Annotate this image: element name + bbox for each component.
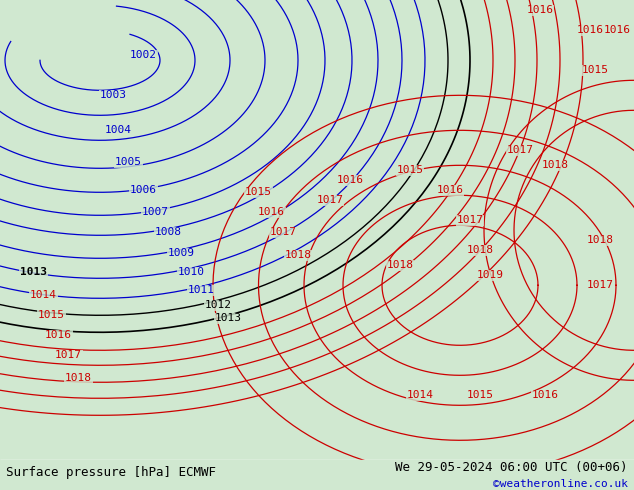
Text: 1017: 1017	[586, 280, 614, 290]
Text: 1003: 1003	[100, 90, 127, 100]
Text: 1017: 1017	[316, 196, 344, 205]
Text: 1015: 1015	[467, 391, 493, 400]
Text: 1009: 1009	[168, 248, 195, 258]
Text: 1018: 1018	[65, 373, 92, 383]
Text: 1016: 1016	[258, 207, 285, 217]
Text: 1016: 1016	[45, 330, 72, 340]
Text: 1016: 1016	[604, 25, 630, 35]
Text: 1010: 1010	[178, 268, 205, 277]
Text: 1015: 1015	[581, 65, 609, 75]
Text: 1018: 1018	[467, 245, 493, 255]
Text: 1018: 1018	[541, 160, 569, 171]
Text: 1013: 1013	[215, 313, 242, 323]
Text: 1018: 1018	[387, 260, 413, 270]
Text: 1004: 1004	[105, 125, 132, 135]
Text: We 29-05-2024 06:00 UTC (00+06): We 29-05-2024 06:00 UTC (00+06)	[395, 462, 628, 474]
Text: 1012: 1012	[205, 300, 232, 310]
Text: 1011: 1011	[188, 285, 215, 295]
Text: 1016: 1016	[531, 391, 559, 400]
Text: 1016: 1016	[526, 5, 553, 15]
Text: 1015: 1015	[396, 165, 424, 175]
Text: 1007: 1007	[142, 207, 169, 217]
Text: 1017: 1017	[270, 227, 297, 237]
Text: 1017: 1017	[507, 146, 533, 155]
Text: 1013: 1013	[20, 268, 47, 277]
Text: 1017: 1017	[55, 350, 82, 360]
Text: 1005: 1005	[115, 157, 142, 167]
Text: ©weatheronline.co.uk: ©weatheronline.co.uk	[493, 479, 628, 489]
Text: 1015: 1015	[38, 310, 65, 320]
Text: 1008: 1008	[155, 227, 182, 237]
Text: 1017: 1017	[456, 215, 484, 225]
Text: 1006: 1006	[130, 185, 157, 196]
Text: 1018: 1018	[285, 250, 312, 260]
Text: 1002: 1002	[130, 50, 157, 60]
Text: 1016: 1016	[576, 25, 604, 35]
Text: 1018: 1018	[586, 235, 614, 245]
Text: 1014: 1014	[406, 391, 434, 400]
Text: 1016: 1016	[337, 175, 363, 185]
Text: 1019: 1019	[477, 270, 503, 280]
Text: 1015: 1015	[245, 187, 272, 197]
Text: 1014: 1014	[30, 290, 57, 300]
Bar	[0, 460, 634, 490]
Text: Surface pressure [hPa] ECMWF: Surface pressure [hPa] ECMWF	[6, 466, 216, 479]
Text: 1016: 1016	[436, 185, 463, 196]
